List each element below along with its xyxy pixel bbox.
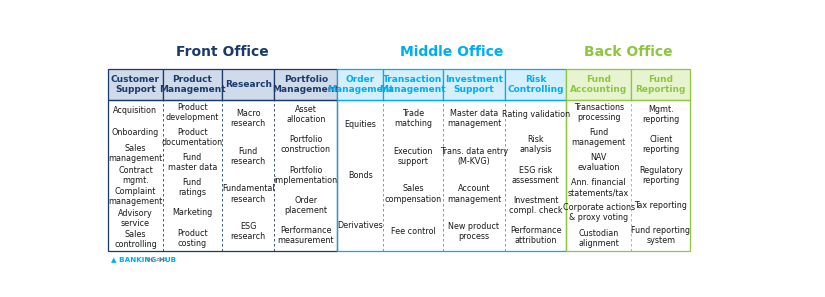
Text: ESG
research: ESG research [231,222,266,241]
Text: ▲ BANKING HUB: ▲ BANKING HUB [111,256,176,262]
Text: Front Office: Front Office [177,45,269,59]
Text: Mgmt.
reporting: Mgmt. reporting [642,105,679,124]
Text: Advisory
service: Advisory service [118,209,153,228]
Text: Risk
Controlling: Risk Controlling [507,75,564,94]
Text: Portfolio
Management: Portfolio Management [272,75,339,94]
FancyBboxPatch shape [443,69,505,100]
Text: Investment
Support: Investment Support [445,75,503,94]
Text: Client
reporting: Client reporting [642,135,679,154]
FancyBboxPatch shape [505,69,566,100]
Text: Ann. financial
statements/tax: Ann. financial statements/tax [568,178,629,197]
Text: Execution
support: Execution support [394,147,432,166]
Text: Fee control: Fee control [390,227,436,236]
Text: Middle Office: Middle Office [400,45,503,59]
Text: Marketing: Marketing [172,208,213,217]
Text: Portfolio
construction: Portfolio construction [280,135,331,154]
Text: Fund
ratings: Fund ratings [178,178,206,197]
Text: Order
placement: Order placement [285,196,328,215]
Text: Fund
master data: Fund master data [167,153,217,172]
Text: Transaction
Management: Transaction Management [380,75,446,94]
Text: Sales
management: Sales management [108,144,163,163]
Text: by zeb: by zeb [147,257,167,262]
Text: Acquisition: Acquisition [113,106,158,115]
Text: Order
Management: Order Management [327,75,394,94]
Text: Fund
research: Fund research [231,147,266,166]
Text: Account
management: Account management [447,184,501,203]
Text: Regulatory
reporting: Regulatory reporting [639,166,682,185]
Text: Fund
Reporting: Fund Reporting [635,75,686,94]
Text: ESG risk
assessment: ESG risk assessment [512,166,559,185]
Text: Back Office: Back Office [584,45,672,59]
Text: Risk
analysis: Risk analysis [520,135,552,154]
FancyBboxPatch shape [337,69,383,100]
Text: Complaint
management: Complaint management [108,187,163,206]
Text: Master data
management: Master data management [447,109,501,128]
Text: Equities: Equities [344,120,376,129]
Text: Tax reporting: Tax reporting [634,201,687,210]
Text: Trade
matching: Trade matching [394,109,432,128]
Text: Transactions
processing: Transactions processing [573,103,624,122]
Text: Asset
allocation: Asset allocation [286,105,326,124]
Text: Product
Management: Product Management [159,75,225,94]
Text: Derivatives: Derivatives [337,221,383,230]
Text: Contract
mgmt.: Contract mgmt. [118,166,153,185]
Text: Product
costing: Product costing [177,228,208,248]
Text: Performance
attribution: Performance attribution [510,226,561,245]
Text: Product
development: Product development [166,103,219,122]
FancyBboxPatch shape [566,69,631,100]
FancyBboxPatch shape [631,69,690,100]
FancyBboxPatch shape [275,69,337,100]
Text: Portfolio
implementation: Portfolio implementation [274,166,338,185]
Text: Rating validation: Rating validation [502,110,570,119]
Text: Fund reporting
system: Fund reporting system [631,226,691,245]
Text: Performance
measurement: Performance measurement [277,226,334,245]
FancyBboxPatch shape [108,69,163,100]
Text: Research: Research [224,80,271,89]
Text: Custodian
alignment: Custodian alignment [578,228,619,248]
Text: Trans. data entry
(M-KVG): Trans. data entry (M-KVG) [440,147,508,166]
FancyBboxPatch shape [163,69,222,100]
Text: Fund
management: Fund management [572,128,626,147]
FancyBboxPatch shape [383,69,443,100]
Text: Macro
research: Macro research [231,109,266,128]
Text: Sales
compensation: Sales compensation [384,184,441,203]
FancyBboxPatch shape [222,69,275,100]
Text: Customer
Support: Customer Support [111,75,160,94]
Text: Fund
Accounting: Fund Accounting [570,75,627,94]
Text: Corporate actions
& proxy voting: Corporate actions & proxy voting [563,203,634,222]
Text: Sales
controlling: Sales controlling [114,230,157,249]
Text: New product
process: New product process [449,222,499,241]
Text: Product
documentation: Product documentation [162,128,223,147]
Text: Onboarding: Onboarding [112,127,159,137]
Text: Bonds: Bonds [348,171,373,180]
Text: Investment
compl. check: Investment compl. check [509,196,563,215]
Text: NAV
evaluation: NAV evaluation [578,153,620,172]
Text: Fundamental
research: Fundamental research [222,184,275,203]
